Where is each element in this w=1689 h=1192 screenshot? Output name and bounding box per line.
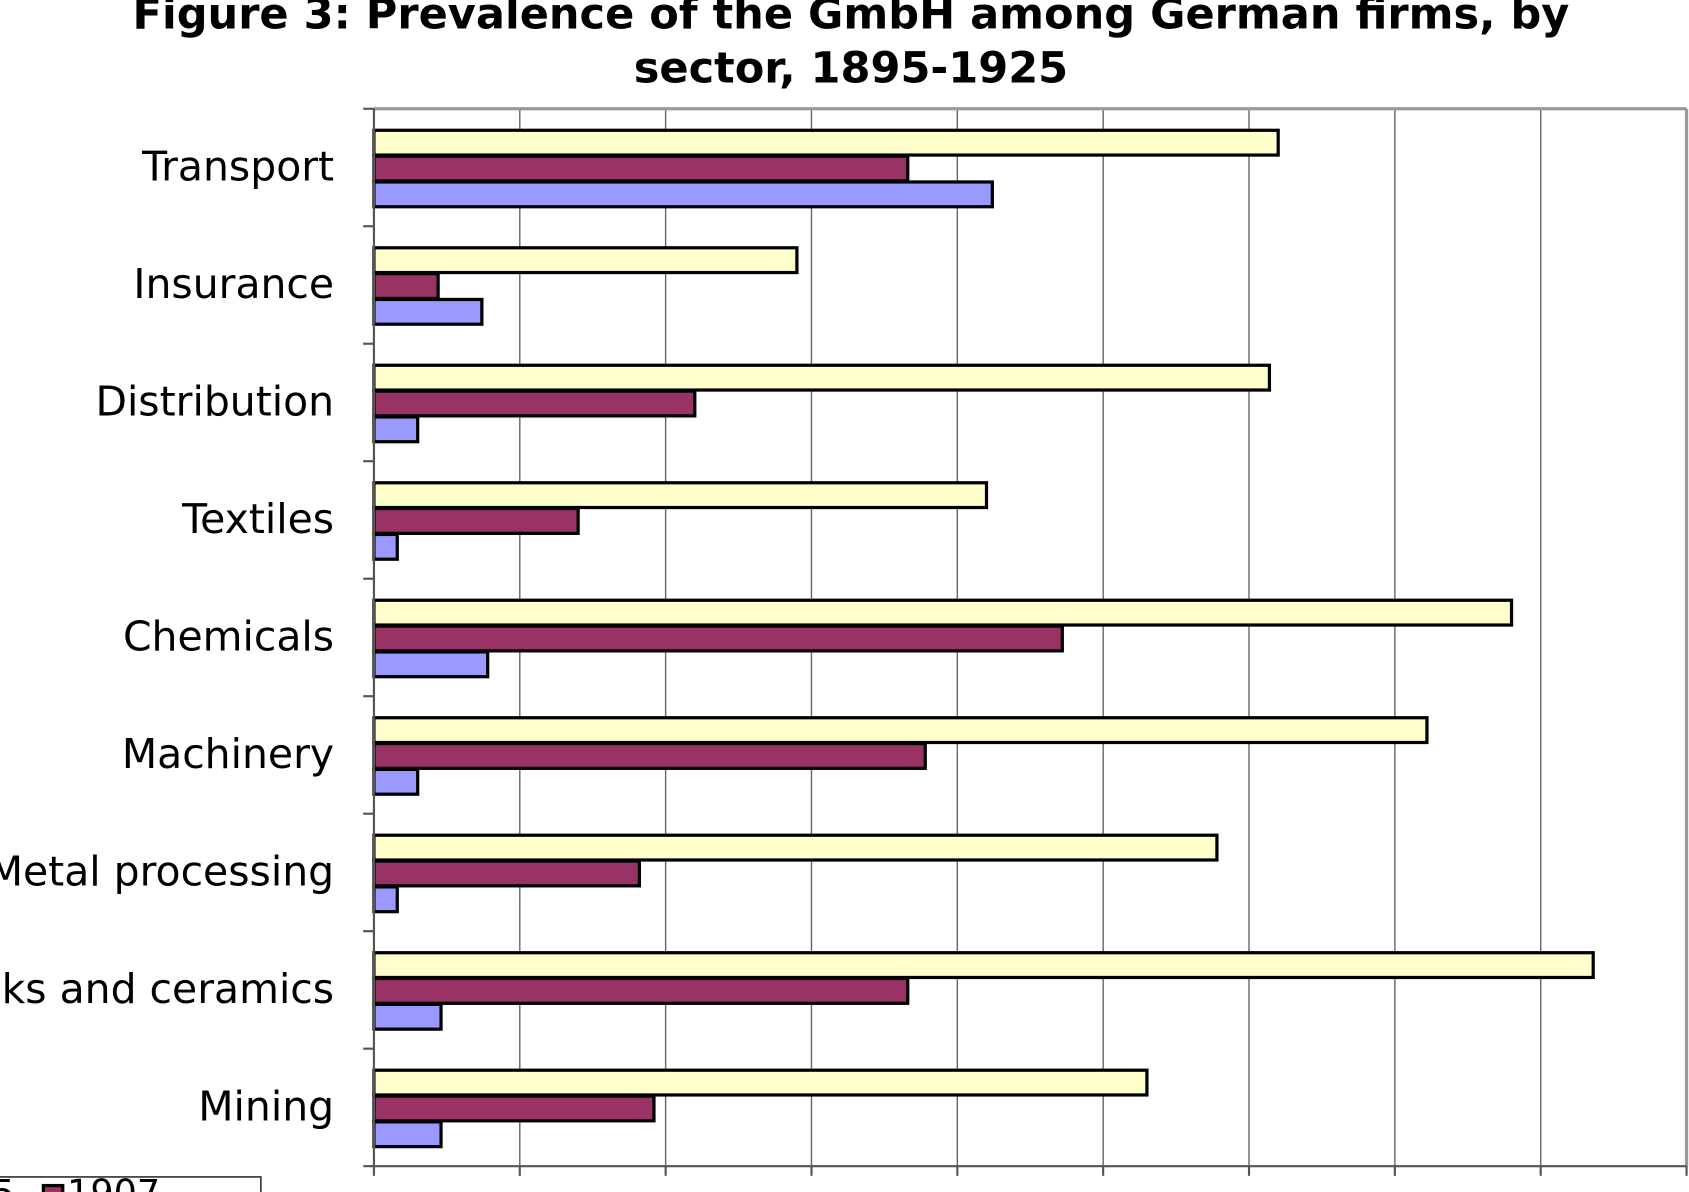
y-tick-label: Transport [141, 143, 334, 191]
legend-label: 1907 [67, 1172, 160, 1192]
bar [372, 272, 440, 301]
y-tick-label: Machinery [122, 730, 334, 778]
bar [372, 716, 1429, 745]
y-tick-label: Distribution [95, 378, 334, 426]
bar [372, 389, 697, 418]
y-tick-label: Chemicals [123, 613, 334, 661]
bar [372, 598, 1514, 627]
bar [372, 885, 399, 914]
bar [372, 1094, 656, 1123]
bar [372, 650, 490, 679]
y-tick-label: Textiles [181, 495, 334, 543]
chart-title: Figure 3: Prevalence of the GmbH among G… [133, 0, 1570, 40]
bar [372, 363, 1272, 392]
bar [372, 833, 1219, 862]
bar [372, 532, 399, 561]
bar [372, 859, 641, 888]
bar [372, 624, 1064, 653]
bar [372, 180, 994, 209]
bar [372, 506, 580, 535]
bar [372, 415, 420, 444]
bar [372, 297, 484, 326]
chart-title: sector, 1895-1925 [634, 44, 1068, 94]
bar [372, 154, 910, 183]
y-tick-label: Mining [198, 1083, 334, 1131]
y-tick-label: Bricks and ceramics [0, 965, 334, 1013]
bar [372, 128, 1280, 157]
bar [372, 767, 420, 796]
legend-label: 1925 [0, 1172, 15, 1192]
bar [372, 741, 927, 770]
y-tick-label: Metal processing [0, 848, 334, 896]
bar [372, 976, 910, 1005]
legend-box [0, 1176, 262, 1192]
legend-swatch [41, 1183, 65, 1192]
bar [372, 951, 1595, 980]
bar [372, 481, 989, 510]
bar [372, 246, 799, 275]
bar [372, 1120, 443, 1149]
bar [372, 1068, 1149, 1097]
bar [372, 1002, 443, 1031]
y-tick-label: Insurance [133, 260, 334, 308]
